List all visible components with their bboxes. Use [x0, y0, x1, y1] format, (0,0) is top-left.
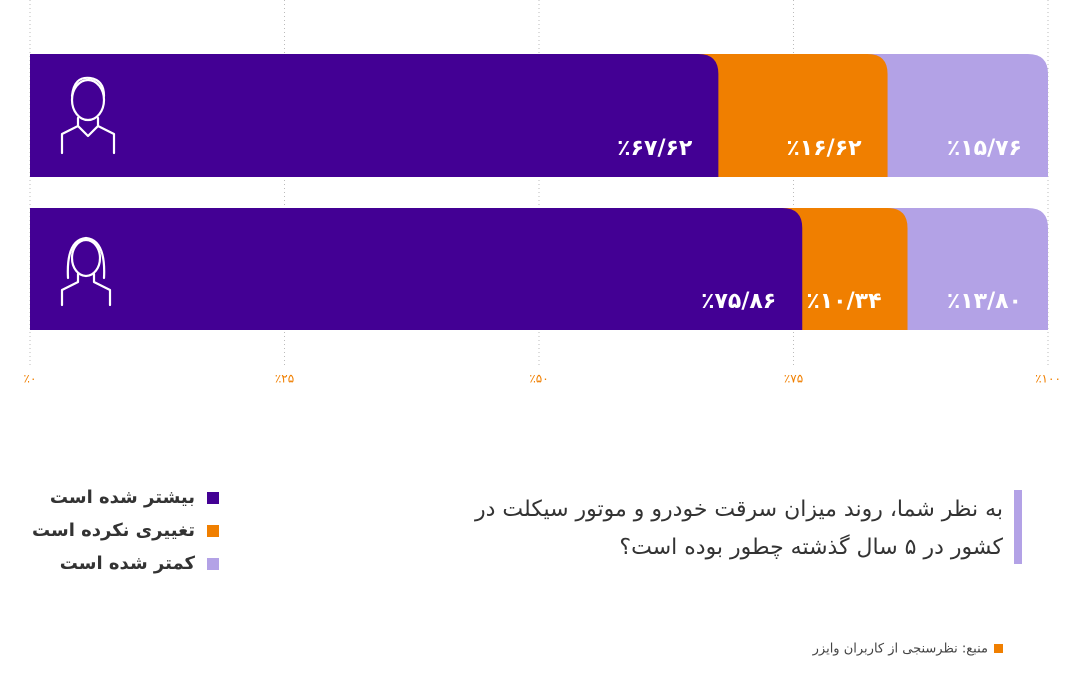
- bar-segment: [698, 54, 888, 177]
- legend-swatch: [207, 492, 219, 504]
- legend-label: بیشتر شده است: [50, 487, 195, 508]
- x-tick-label: ٪۲۵: [275, 372, 294, 386]
- x-tick-label: ٪۰: [24, 372, 37, 386]
- female-icon: [60, 236, 112, 307]
- chart-title: کشور در ۵ سال گذشته چطور بوده است؟: [619, 534, 1003, 560]
- value-label: ٪۱۳/۸۰: [947, 289, 1022, 314]
- bar-segment: [30, 54, 719, 177]
- x-tick-label: ٪۵۰: [529, 372, 548, 386]
- bars: ٪۶۷/۶۲ ٪۱۶/۶۲ ٪۱۵/۷۶ ٪۷۵/۸۶ ٪۱۰/۳۴ ٪۱۳/۸۰: [30, 54, 1048, 330]
- legend-label: کمتر شده است: [60, 553, 196, 574]
- male-icon: [60, 76, 116, 155]
- legend-swatch: [207, 558, 219, 570]
- legend-swatch: [207, 525, 219, 537]
- value-label: ٪۷۵/۸۶: [701, 289, 776, 314]
- value-label: ٪۱۵/۷۶: [947, 136, 1022, 161]
- source: منبع: نظرسنجی از کاربران وایزر: [812, 642, 988, 657]
- bar-segment: [30, 208, 803, 330]
- chart-title: به نظر شما، روند میزان سرقت خودرو و موتو…: [474, 497, 1003, 522]
- value-label: ٪۶۷/۶۲: [617, 136, 693, 161]
- title-accent: [1014, 490, 1022, 564]
- bar-segment: [887, 208, 1048, 330]
- legend-label: تغییری نکرده است: [32, 520, 195, 541]
- x-tick-label: ٪۱۰۰: [1035, 372, 1061, 386]
- bar-segment: [782, 208, 908, 330]
- source-marker: [994, 644, 1003, 653]
- x-tick-label: ٪۷۵: [784, 372, 803, 386]
- value-label: ٪۱۰/۳۴: [806, 289, 881, 314]
- value-label: ٪۱۶/۶۲: [786, 136, 862, 161]
- bar-segment: [867, 54, 1048, 177]
- legend: بیشتر شده است تغییری نکرده است کمتر شده اس…: [32, 487, 219, 574]
